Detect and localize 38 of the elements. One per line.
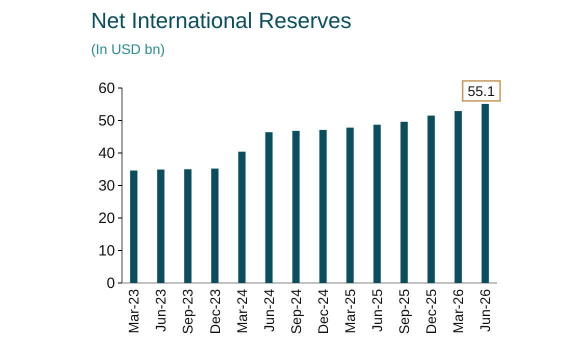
y-tick-label: 10 bbox=[98, 242, 115, 260]
y-tick-label: 30 bbox=[98, 177, 115, 194]
bar bbox=[428, 116, 435, 283]
x-tick-label: Mar-23 bbox=[126, 288, 142, 334]
x-tick-label: Dec-25 bbox=[423, 288, 440, 334]
data-label: 55.1 bbox=[468, 82, 496, 99]
bar bbox=[292, 130, 300, 283]
x-tick-label: Jun-24 bbox=[260, 288, 277, 332]
bar bbox=[482, 104, 489, 283]
chart-subtitle: (In USD bn) bbox=[91, 41, 165, 57]
bar bbox=[319, 130, 327, 283]
bar bbox=[400, 122, 408, 283]
bar bbox=[184, 169, 192, 283]
x-tick-label: Jun-23 bbox=[152, 288, 169, 332]
x-tick-label: Jun-26 bbox=[477, 288, 494, 332]
x-tick-label: Dec-24 bbox=[314, 288, 331, 334]
y-tick-label: 0 bbox=[106, 274, 115, 292]
x-tick-label: Mar-25 bbox=[342, 288, 358, 334]
bar bbox=[211, 168, 219, 283]
bar bbox=[130, 170, 138, 283]
x-tick-label: Sep-23 bbox=[180, 288, 196, 334]
y-tick-label: 50 bbox=[98, 112, 115, 130]
x-tick-label: Sep-25 bbox=[396, 288, 412, 334]
bar bbox=[265, 132, 273, 283]
y-tick-label: 20 bbox=[98, 210, 115, 227]
y-tick-label: 40 bbox=[98, 144, 115, 162]
bar bbox=[454, 111, 462, 283]
bar bbox=[373, 124, 381, 283]
x-tick-label: Sep-24 bbox=[288, 288, 304, 334]
x-tick-label: Dec-23 bbox=[206, 288, 223, 334]
bar bbox=[346, 128, 354, 283]
x-tick-label: Mar-24 bbox=[234, 288, 250, 334]
x-tick-label: Mar-26 bbox=[450, 288, 466, 334]
bar bbox=[238, 152, 246, 283]
x-tick-label: Jun-25 bbox=[368, 288, 385, 332]
bar bbox=[157, 170, 164, 283]
chart-title: Net International Reserves bbox=[91, 8, 352, 33]
y-tick-label: 60 bbox=[98, 80, 115, 97]
